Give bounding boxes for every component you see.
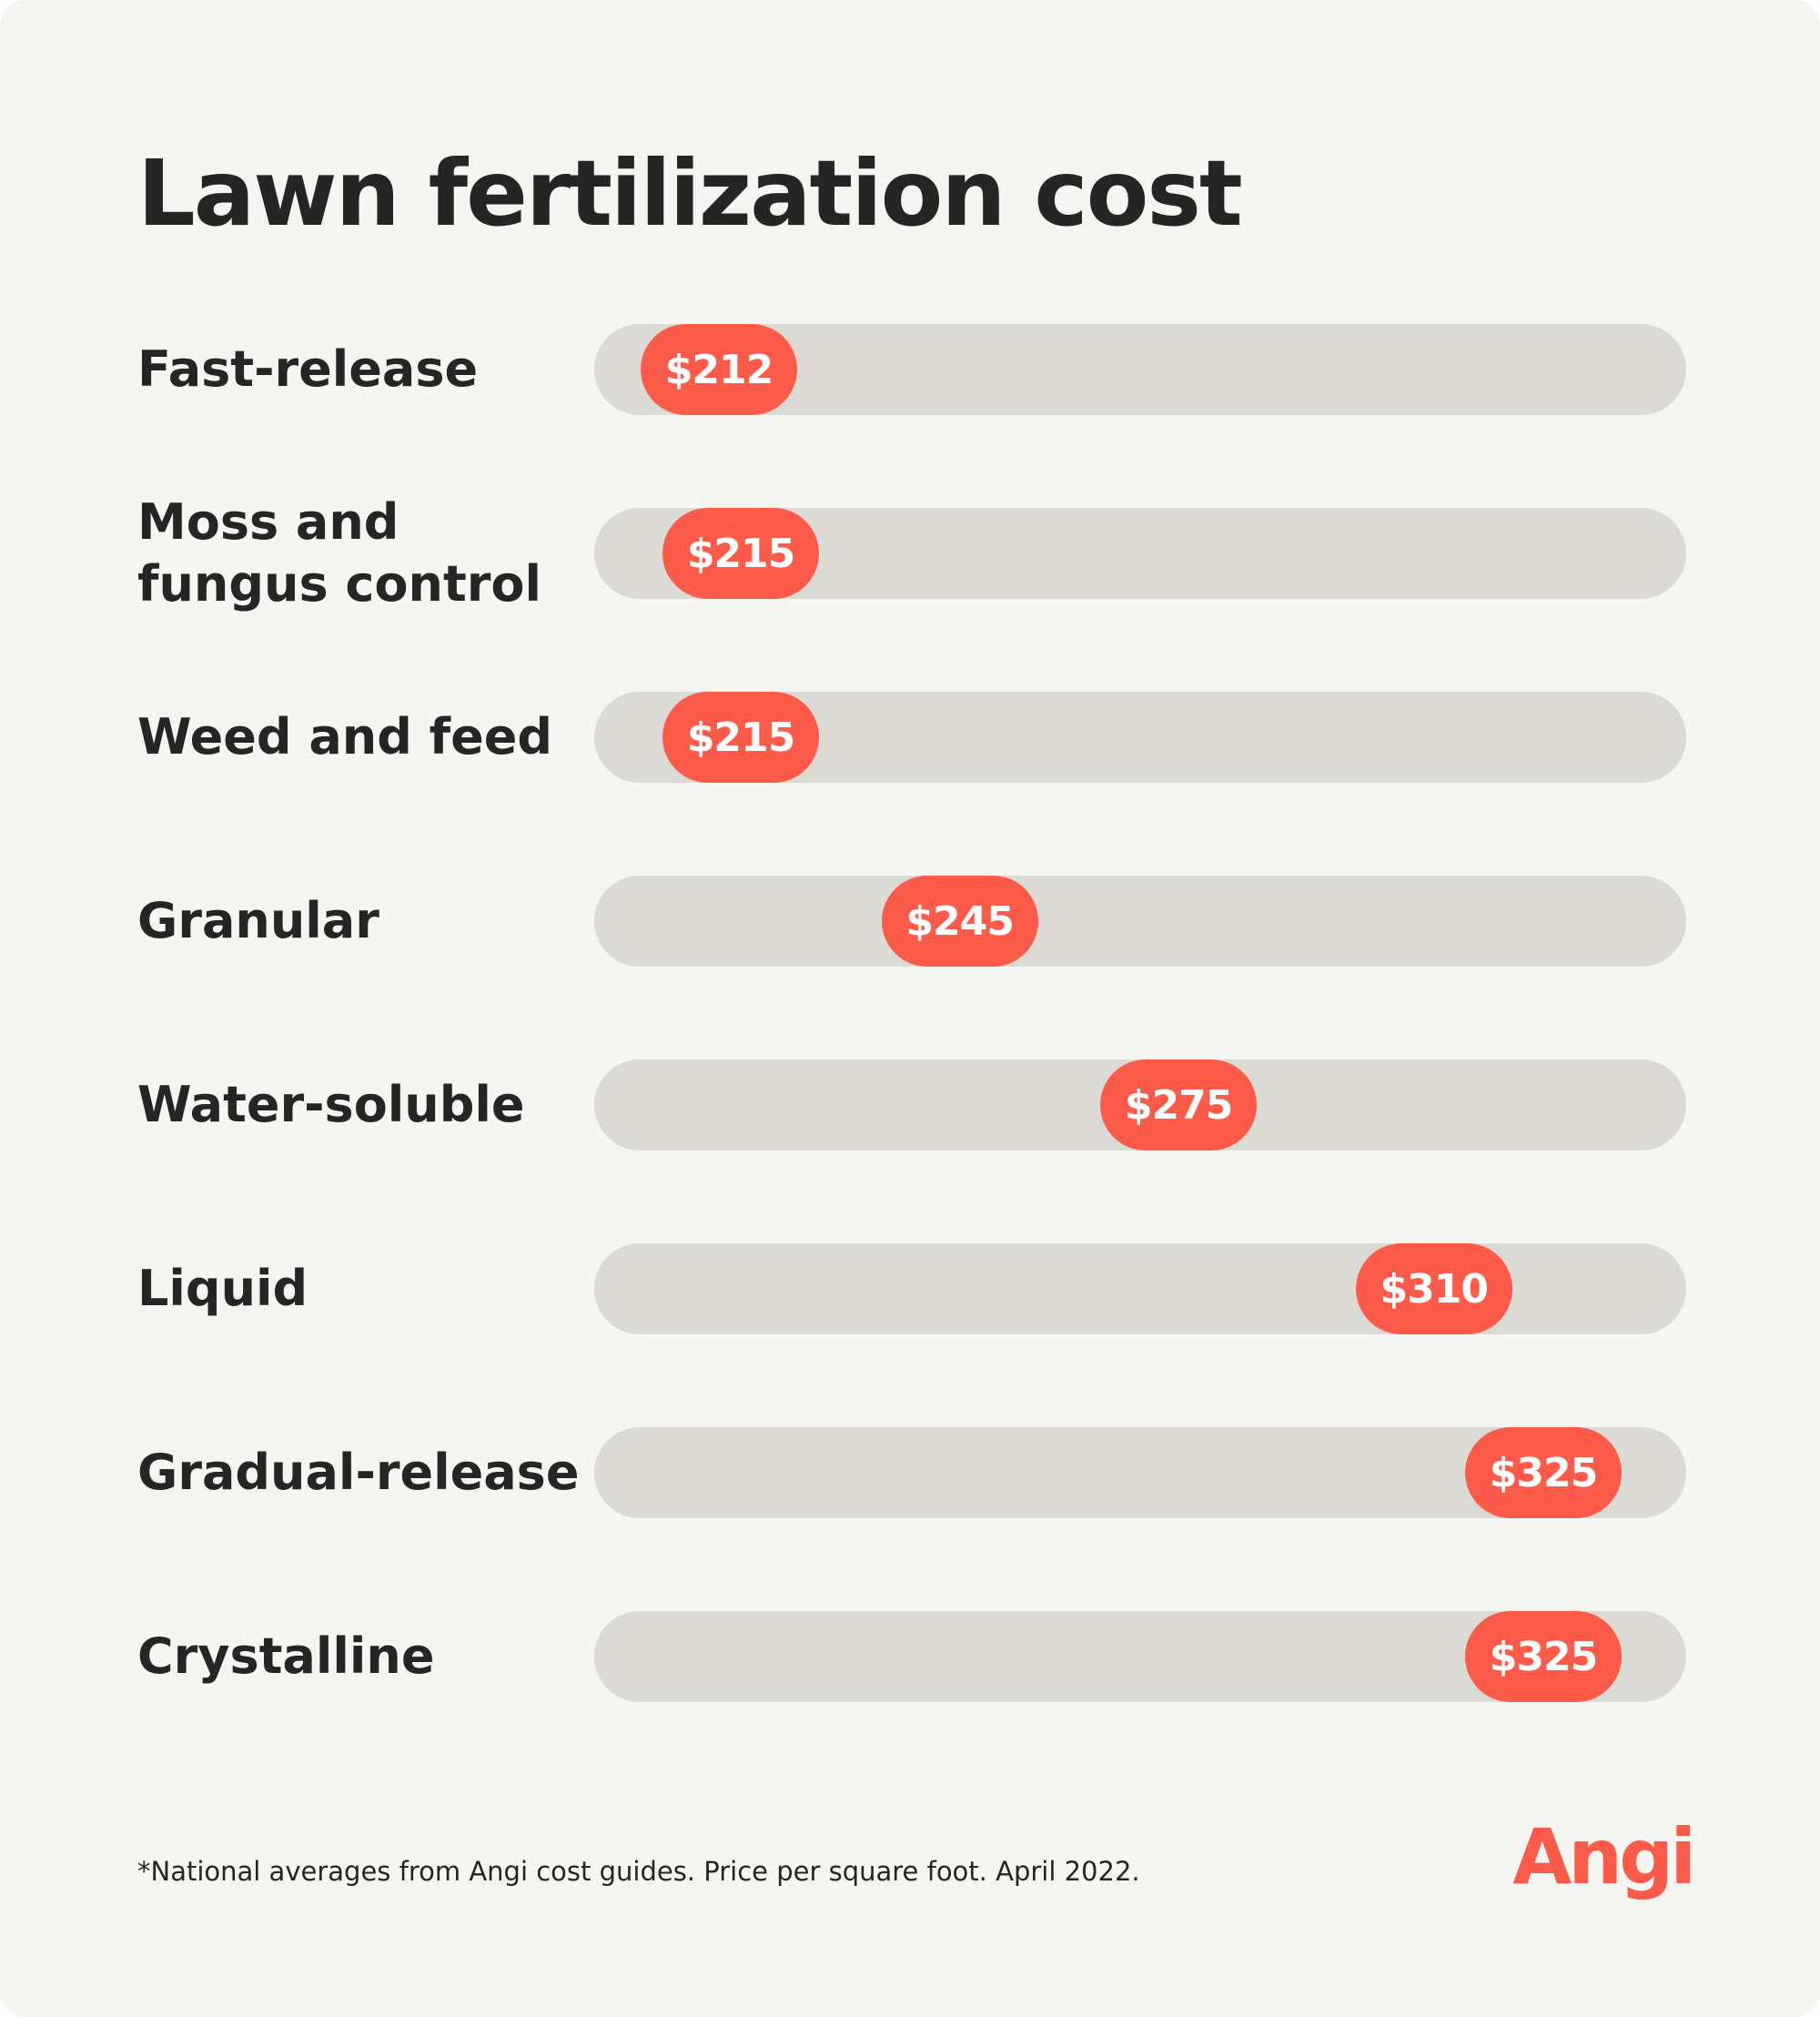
bar-track: $310 [594, 1243, 1686, 1334]
value-marker: $215 [662, 692, 820, 783]
value-marker: $325 [1465, 1427, 1622, 1518]
value-marker: $215 [662, 508, 820, 599]
bar-track: $275 [594, 1059, 1686, 1150]
bar-track: $325 [594, 1427, 1686, 1518]
category-label: Gradual-release [137, 1444, 580, 1501]
category-label: Water-soluble [137, 1076, 525, 1133]
bar-track: $325 [594, 1611, 1686, 1702]
bar-track: $212 [594, 324, 1686, 415]
category-label: Moss and fungus control [137, 493, 542, 613]
category-label: Granular [137, 892, 379, 949]
category-label: Liquid [137, 1260, 308, 1317]
bar-track: $215 [594, 692, 1686, 783]
category-label: Fast-release [137, 340, 479, 398]
value-marker: $275 [1100, 1059, 1258, 1150]
value-marker: $310 [1355, 1243, 1512, 1334]
value-marker: $245 [881, 876, 1038, 967]
angi-logo-text: Angi [1512, 1812, 1696, 1901]
bar-track: $245 [594, 876, 1686, 967]
footnote: *National averages from Angi cost guides… [137, 1856, 1140, 1887]
bar-track: $215 [594, 508, 1686, 599]
category-label: Crystalline [137, 1627, 435, 1685]
chart-title: Lawn fertilization cost [137, 140, 1243, 247]
angi-logo: Angi [1512, 1811, 1696, 1902]
category-label: Weed and feed [137, 708, 553, 765]
value-marker: $325 [1465, 1611, 1622, 1702]
value-marker: $212 [641, 324, 797, 415]
